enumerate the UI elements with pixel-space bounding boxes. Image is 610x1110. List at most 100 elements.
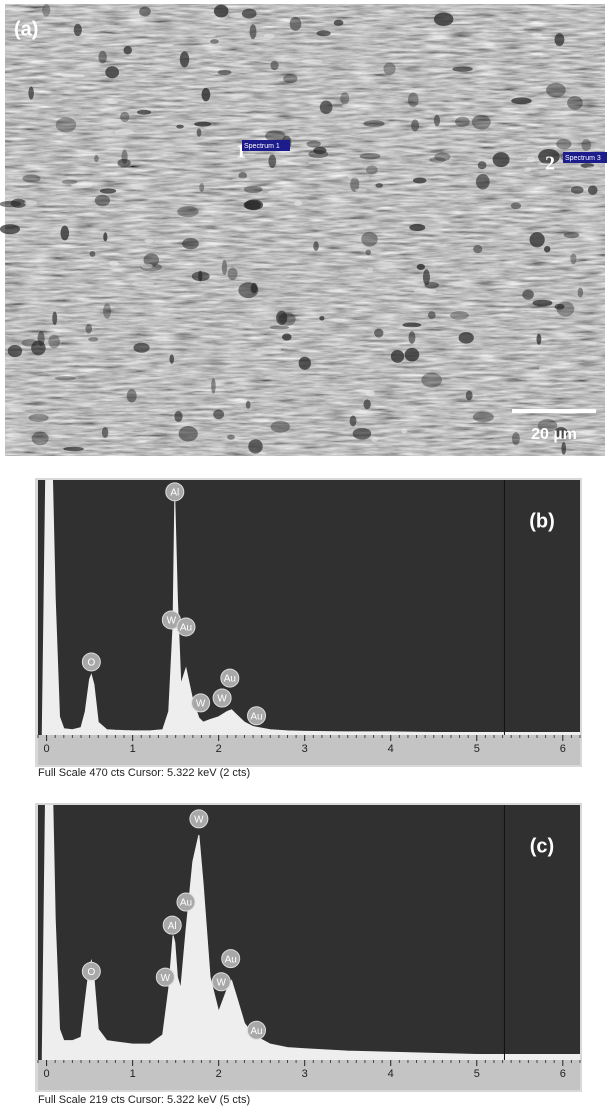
dark-spot (95, 195, 110, 206)
bright-edge (401, 428, 407, 433)
dark-spot (567, 96, 583, 110)
dark-spot (192, 271, 210, 281)
peak-label: Au (224, 674, 236, 685)
bright-edge (107, 101, 118, 104)
dark-spot (102, 427, 108, 438)
peak-label: O (87, 658, 95, 669)
dark-spot (63, 447, 84, 451)
dark-spot (570, 253, 576, 264)
bright-edge (61, 74, 84, 78)
dark-spot (90, 251, 96, 257)
scale-bar (512, 409, 596, 413)
dark-spot (120, 112, 129, 122)
axis-strip (38, 1060, 580, 1090)
dark-spot (455, 117, 470, 127)
dark-spot (353, 428, 372, 440)
dark-spot (88, 337, 98, 342)
bright-edge (200, 335, 220, 337)
dark-spot (350, 415, 357, 426)
dark-spot (413, 177, 427, 183)
dark-spot (384, 63, 396, 76)
dark-spot (74, 24, 82, 36)
dark-spot (8, 345, 22, 357)
plot-area (38, 480, 580, 735)
dark-spot (228, 267, 238, 280)
x-tick-label: 1 (130, 1068, 136, 1080)
x-tick-label: 0 (44, 743, 50, 755)
bright-edge (414, 289, 437, 294)
bright-edge (294, 200, 302, 206)
panel-label: (b) (529, 510, 555, 532)
bright-edge (115, 129, 134, 135)
dark-spot (334, 20, 344, 26)
bright-edge (586, 166, 601, 170)
bright-edge (209, 448, 226, 451)
dark-spot (374, 329, 383, 338)
dark-spot (434, 12, 453, 26)
dark-spot (42, 4, 50, 16)
bright-edge (342, 103, 361, 108)
dark-spot (213, 409, 224, 419)
dark-spot (466, 391, 473, 401)
dark-spot (169, 354, 174, 363)
dark-spot (210, 39, 219, 43)
dark-spot (408, 93, 419, 108)
peak-label: Au (250, 1026, 262, 1037)
bright-edge (532, 33, 543, 37)
dark-spot (588, 185, 598, 194)
dark-spot (478, 161, 487, 169)
dark-spot (428, 311, 436, 319)
dark-spot (177, 206, 198, 217)
dark-spot (459, 332, 474, 344)
dark-spot (133, 343, 149, 353)
dark-spot (180, 51, 189, 67)
x-tick-label: 3 (302, 743, 308, 755)
x-tick-label: 2 (216, 743, 222, 755)
x-tick-label: 6 (560, 1068, 566, 1080)
dark-spot (52, 312, 57, 325)
dark-spot (222, 260, 227, 275)
dark-spot (391, 350, 404, 363)
dark-spot (48, 335, 60, 349)
dark-spot (98, 51, 106, 64)
peak-label: W (217, 977, 227, 988)
dark-spot (512, 432, 520, 445)
dark-spot (299, 357, 311, 370)
dark-spot (363, 120, 384, 127)
dark-spot (307, 141, 321, 148)
dark-spot (103, 304, 111, 319)
bright-edge (229, 13, 242, 18)
dark-spot (85, 324, 92, 334)
bright-edge (539, 365, 552, 370)
point-label: Spectrum 1 (244, 143, 280, 150)
bright-edge (337, 122, 352, 125)
dark-spot (174, 411, 182, 422)
dark-spot (211, 378, 216, 393)
dark-spot (409, 224, 425, 231)
x-tick-label: 6 (560, 743, 566, 755)
dark-spot (473, 245, 482, 253)
point-label: Spectrum 3 (565, 155, 601, 162)
dark-spot (472, 115, 491, 130)
dark-spot (123, 46, 131, 55)
figure: (a) 1 Spectrum 1 2 Spectrum 3 20 µm 0123… (0, 0, 610, 1110)
bright-edge (71, 183, 93, 188)
dark-spot (176, 125, 184, 129)
dark-spot (290, 17, 302, 31)
dark-spot (38, 331, 45, 346)
bright-edge (131, 282, 154, 287)
dark-spot (271, 421, 290, 433)
dark-spot (244, 186, 263, 193)
dark-spot (361, 232, 378, 247)
dark-spot (246, 401, 251, 409)
peak-label: W (167, 616, 177, 627)
dark-spot (179, 426, 198, 442)
dark-spot (60, 226, 69, 241)
dark-spot (522, 290, 534, 300)
scale-bar-label: 20 µm (531, 426, 577, 443)
dark-spot (28, 87, 33, 100)
caption: Full Scale 470 cts Cursor: 5.322 keV (2 … (38, 767, 250, 779)
dark-spot (127, 389, 137, 403)
bright-edge (98, 262, 120, 265)
bright-edge (238, 323, 251, 327)
